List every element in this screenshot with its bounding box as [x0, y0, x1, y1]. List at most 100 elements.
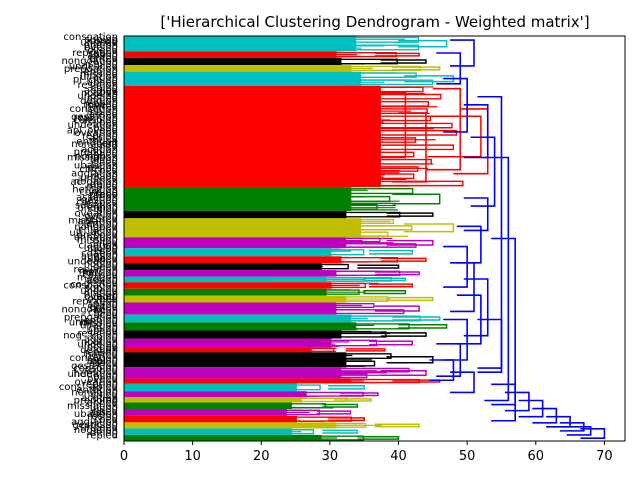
cluster-2: [124, 51, 420, 58]
cluster-bracket: [338, 315, 421, 322]
leaf-label-visible: de: [106, 343, 119, 354]
leaf-label: oveed: [87, 45, 118, 56]
cluster-merge: [357, 435, 400, 440]
leaf-label: undeing: [77, 91, 118, 102]
leaf-label: repration: [72, 48, 118, 59]
cluster-8: [124, 210, 434, 219]
leaf-label: nogation: [74, 425, 118, 436]
leaf-label: ubaation: [74, 160, 118, 171]
leaf-label-visible: repr: [73, 113, 94, 124]
cluster-leaf-band: [124, 338, 332, 348]
leaf-label: aced: [94, 61, 118, 72]
leaf-label: oveation: [75, 377, 118, 388]
leaf-label: enhed: [87, 150, 118, 161]
cluster-leaf-band: [124, 248, 332, 257]
leaf-label: gested: [84, 278, 118, 289]
leaf-label: agglation: [71, 168, 118, 179]
blue-link: [443, 245, 468, 288]
leaf-label: subation: [75, 200, 118, 211]
leaf-label: apled: [90, 382, 118, 393]
blue-link: [470, 136, 496, 207]
leaf-label-visible: ass: [89, 407, 106, 418]
leaf-label: chiation: [78, 224, 118, 235]
cluster-bracket: [301, 347, 335, 353]
blue-link: [546, 415, 571, 428]
leaf-label: consoing: [73, 115, 118, 126]
leaf-label: repled: [86, 182, 118, 193]
leaf-label: hetred: [85, 350, 118, 361]
cluster-merge: [380, 332, 427, 337]
leaf-label: oveation: [75, 128, 118, 139]
cluster-7: [124, 187, 441, 211]
leaf-label: aggling: [81, 251, 118, 262]
cluster-merge: [369, 283, 413, 288]
leaf-label: assed: [89, 358, 118, 369]
cluster-bracket: [366, 115, 432, 122]
leaf-label: gesting: [81, 195, 118, 206]
leaf-label: consed: [82, 270, 118, 281]
cluster-22: [124, 330, 427, 339]
leaf-label: coing: [91, 331, 118, 342]
red-merge: [425, 87, 462, 171]
leaf-label: enhation: [74, 233, 118, 244]
leaf-label: consoed: [76, 198, 118, 209]
cluster-bracket: [315, 277, 392, 282]
cluster-merge: [328, 417, 365, 422]
cluster-32: [124, 409, 352, 416]
leaf-label: undeed: [80, 286, 118, 297]
cluster-leaf-band: [124, 330, 342, 339]
leaf-label: subing: [85, 283, 118, 294]
leaf-label: ulfation: [80, 321, 118, 332]
leaf-label-visible: conso: [89, 36, 118, 47]
leaf-label: apled: [90, 134, 118, 145]
leaf-label: consation: [70, 353, 118, 364]
cluster-bracket: [366, 93, 442, 100]
cluster-leaf-band: [124, 322, 357, 331]
cluster-18: [124, 295, 434, 303]
leaf-label: subed: [88, 366, 118, 377]
leaf-label: missied: [80, 318, 118, 329]
leaf-label: resed: [90, 246, 118, 257]
cluster-merge: [369, 249, 413, 255]
leaf-label: oveed: [87, 374, 118, 385]
leaf-label: oveed: [87, 126, 118, 137]
leaf-label: deed: [93, 262, 118, 273]
cluster-bracket: [343, 323, 410, 330]
cluster-merge: [380, 369, 427, 376]
leaf-label: ulfing: [90, 404, 118, 415]
leaf-label: ncing: [91, 171, 118, 182]
cluster-bracket: [329, 373, 368, 379]
blue-link: [477, 95, 503, 369]
cluster-leaf-band: [124, 85, 381, 188]
leaf-label: resing: [87, 163, 118, 174]
x-axis: 0 10 20 30 40 50 60 70: [120, 441, 613, 464]
cluster-bracket: [338, 187, 414, 195]
leaf-label: replation: [74, 265, 118, 276]
leaf-label: hetred: [85, 102, 118, 113]
cluster-merge: [328, 385, 365, 390]
leaf-label: undeation: [68, 120, 118, 131]
leaf-label-visible: uba: [87, 254, 106, 265]
cluster-26: [124, 367, 427, 379]
cluster-35: [124, 428, 359, 435]
cluster-bracket: [320, 339, 378, 347]
cluster-merge: [363, 277, 407, 282]
leaf-label-visible: enh: [87, 202, 106, 213]
leaf-label-visible: co: [70, 279, 82, 290]
leaf-label: resation: [77, 329, 118, 340]
leaf-label-visible: ove: [88, 100, 106, 111]
leaf-label-visible: ma: [102, 395, 118, 406]
leaf-label: nongoed: [74, 222, 118, 233]
cluster-bracket: [292, 397, 348, 403]
leaf-label: entation: [76, 136, 118, 147]
cluster-28: [124, 383, 365, 392]
leaf-label: acing: [91, 227, 118, 238]
leaf-label: ented: [89, 53, 118, 64]
leaf-label-visible: chi: [79, 164, 94, 175]
leaf-label: acation: [81, 393, 118, 404]
leaf-label-visible: repl: [87, 356, 106, 367]
leaf-label: enhing: [84, 315, 118, 326]
leaf-label: undeed: [80, 174, 118, 185]
leaf-label: piing: [93, 372, 118, 383]
